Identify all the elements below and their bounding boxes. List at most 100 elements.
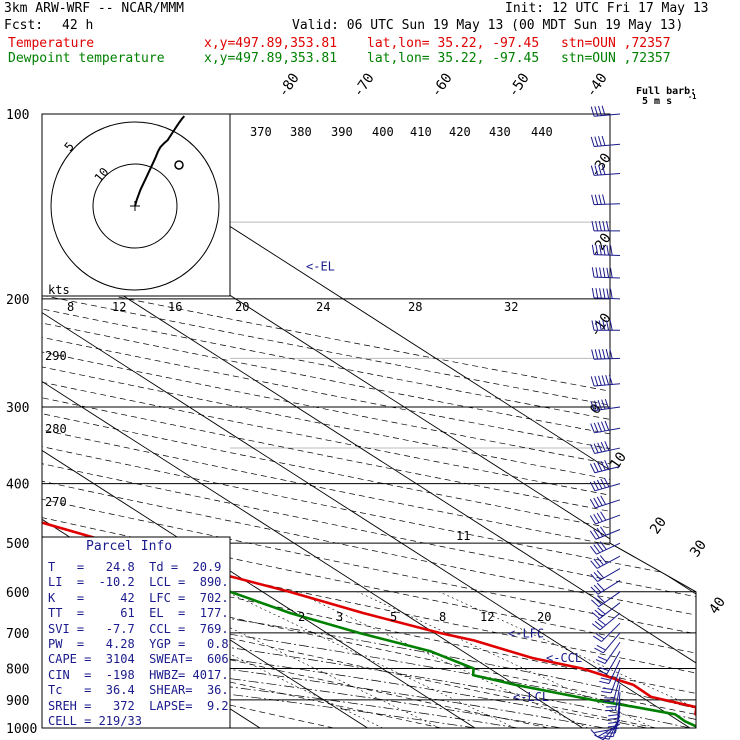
wind-barb-feather <box>594 375 599 386</box>
level-marker-lfc: <-LFC <box>508 627 544 641</box>
wind-barb-shaft <box>593 276 621 279</box>
wind-barb-shaft <box>594 143 621 147</box>
wind-barb-feather <box>597 422 603 432</box>
hodograph-speed-label: 16 <box>168 300 182 314</box>
wind-barb-feather <box>594 734 604 740</box>
wind-barb-feather <box>604 441 610 451</box>
theta-left-label: 280 <box>45 422 67 436</box>
init-time: Init: 12 UTC Fri 17 May 13 <box>505 1 709 16</box>
isotherm-line <box>42 114 583 728</box>
dry-adiabat <box>42 114 696 728</box>
parcel-info-row: PW = 4.28 YGP = 0.8 <box>48 637 229 651</box>
barb-legend-value: 5 m s <box>642 96 672 107</box>
wind-barb-shaft <box>595 514 621 525</box>
wind-barb-shaft <box>601 622 621 642</box>
wind-barb-shaft <box>593 203 621 206</box>
isotherm-label: 20 <box>647 514 670 537</box>
wind-barb-feather <box>596 542 604 552</box>
pressure-tick-label: 600 <box>6 586 29 601</box>
wind-barb-feather <box>589 530 597 540</box>
wind-barb-feather <box>609 348 613 359</box>
theta-label: 440 <box>531 125 553 139</box>
pressure-tick-label: 1000 <box>6 722 37 737</box>
wind-barb-feather <box>592 635 602 642</box>
wind-barb-feather <box>593 571 602 581</box>
wind-barb-feather <box>591 194 595 205</box>
theta-label: 410 <box>410 125 432 139</box>
wind-barb-shaft <box>617 699 621 726</box>
wind-barb-feather <box>604 420 610 431</box>
mixing-ratio-label: 3 <box>336 610 343 624</box>
wind-barb-feather <box>606 220 610 231</box>
wind-barb-feather <box>603 700 614 703</box>
wind-barb-feather <box>601 375 606 386</box>
mixing-ratio-label: 12 <box>480 610 494 624</box>
wind-barb-feather <box>589 515 596 525</box>
isotherm-label: -20 <box>587 230 615 260</box>
wind-barb-feather <box>590 136 595 147</box>
wind-barb-feather <box>590 400 595 411</box>
wind-barb-feather <box>601 690 612 694</box>
dry-adiabat <box>42 114 696 728</box>
moist-adiabat <box>42 298 696 728</box>
parcel-info-row: CELL = 219/33 <box>48 714 142 728</box>
wind-barb-shaft <box>597 580 621 595</box>
pressure-tick-label: 900 <box>6 694 29 709</box>
wind-barb-shaft <box>614 684 621 711</box>
hodograph-ring <box>50 121 220 291</box>
wind-barb-shaft <box>593 297 621 300</box>
pressure-tick-label: 800 <box>6 662 29 677</box>
wind-barb-feather <box>593 513 600 523</box>
isotherm-label: -30 <box>587 150 615 180</box>
wind-barb-feather <box>595 659 606 665</box>
wind-barb-shaft <box>593 357 621 360</box>
parcel-info-row: K = 42 LFC = 702. <box>48 590 229 605</box>
wind-barb-feather <box>591 244 595 255</box>
wind-barb-feather <box>608 374 613 385</box>
wind-barb-feather <box>608 721 619 724</box>
dry-adiabat <box>42 114 696 728</box>
wind-barb-feather <box>594 597 603 605</box>
parcel-info-row: CAPE = 3104 SWEAT= 606 <box>48 652 229 667</box>
fcst-label: Fcst: <box>4 18 44 33</box>
wind-barb-feather <box>598 194 602 205</box>
wind-barb-feather <box>606 288 610 299</box>
dewpoint-trace <box>42 114 696 728</box>
wind-barb-feather <box>594 136 599 147</box>
wind-barb-feather <box>594 620 604 628</box>
theta-label: 400 <box>372 125 394 139</box>
wind-barb-feather <box>606 267 610 278</box>
wind-barb-feather <box>596 496 603 506</box>
pressure-tick-label: 200 <box>6 293 29 308</box>
wind-barb-feather <box>600 526 607 536</box>
wind-barb-feather <box>595 633 605 640</box>
wind-barb-feather <box>591 287 595 299</box>
wind-barb-shaft <box>608 659 621 684</box>
kts-label: kts <box>48 283 70 297</box>
pressure-tick-label: 400 <box>6 478 29 493</box>
dry-adiabat <box>42 114 696 728</box>
wind-barb-feather <box>599 288 602 299</box>
wind-barb-feather <box>599 680 610 685</box>
wind-barb-feather <box>593 558 601 567</box>
wind-barb-feather <box>590 106 595 117</box>
wind-barb-feather <box>602 245 606 256</box>
wind-barb-feather <box>590 560 598 569</box>
wind-barb-shaft <box>595 499 621 509</box>
wind-barb-shaft <box>594 483 621 492</box>
parcel-info-row: SVI = -7.7 CCL = 769. <box>48 621 229 636</box>
mixing-ratio-line <box>101 591 383 728</box>
wind-barb-shaft <box>594 383 621 387</box>
wind-barb-feather <box>589 481 596 492</box>
wind-barb-feather <box>597 399 602 410</box>
wind-barb-feather <box>601 135 606 146</box>
wind-barb-feather <box>594 165 599 176</box>
mixing-ratio-line <box>439 591 696 728</box>
parcel-info-row: T = 24.8 Td = 20.9 <box>48 560 222 574</box>
dry-adiabat <box>42 114 696 728</box>
mixing-label-11: 11 <box>456 529 470 543</box>
wind-barb-feather <box>596 582 605 591</box>
hodograph-inset: 105 <box>41 113 231 297</box>
isotherm-label: -80 <box>275 70 303 100</box>
